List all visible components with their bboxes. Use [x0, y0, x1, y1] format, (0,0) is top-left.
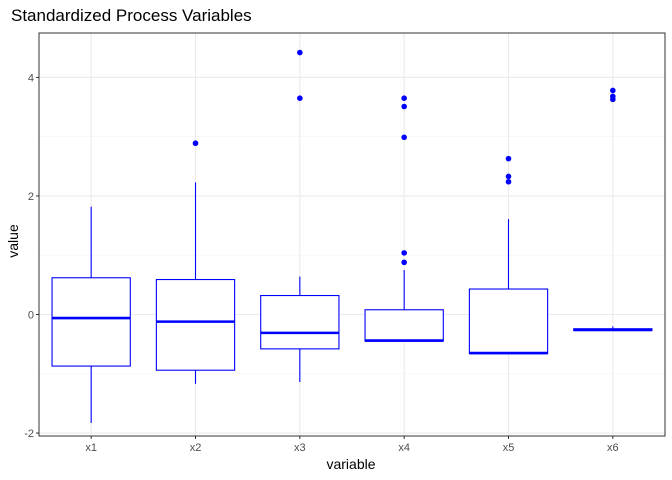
- x-tick-label: x3: [294, 442, 306, 454]
- outlier-point: [505, 178, 512, 185]
- outlier-point: [401, 103, 407, 110]
- iqr-box: [468, 288, 549, 355]
- grid: [39, 33, 665, 436]
- outlier-point: [505, 173, 512, 180]
- iqr-box: [155, 278, 236, 371]
- box-x1: [51, 206, 131, 423]
- iqr-box: [260, 294, 340, 350]
- outlier-point: [610, 87, 616, 94]
- outlier-point: [610, 93, 616, 100]
- outlier-point: [401, 134, 407, 141]
- box-x4: [364, 95, 444, 342]
- panel-background: [39, 33, 665, 436]
- x-tick-label: x4: [398, 442, 410, 454]
- box-x3: [260, 49, 340, 383]
- x-axis-title: variable: [326, 456, 375, 472]
- box-marks: [51, 49, 653, 423]
- iqr-box: [51, 277, 131, 367]
- y-tick-label: 0: [28, 310, 34, 322]
- x-tick-label: x2: [190, 442, 202, 454]
- outlier-point: [297, 49, 303, 56]
- outlier-point: [401, 259, 407, 266]
- y-tick-label: 2: [28, 191, 34, 203]
- outlier-point: [192, 140, 199, 147]
- y-axis-title: value: [5, 224, 21, 258]
- x-tick-label: x1: [85, 442, 97, 454]
- box-x6: [573, 87, 653, 332]
- x-tick-label: x6: [607, 442, 619, 454]
- axes: -2 0 2 4 x1 x2 x3 x4 x5 x6: [24, 72, 618, 454]
- outlier-point: [401, 250, 407, 256]
- outlier-point: [297, 95, 303, 101]
- box-x2: [155, 140, 236, 384]
- panel-border: [38, 32, 666, 437]
- outlier-point: [505, 155, 512, 162]
- y-tick-label: 4: [28, 72, 34, 84]
- outlier-point: [401, 95, 407, 101]
- box-x5: [468, 155, 549, 355]
- iqr-box: [364, 309, 444, 342]
- chart-title: Standardized Process Variables: [11, 6, 252, 25]
- x-tick-label: x5: [503, 442, 515, 454]
- y-tick-label: -2: [24, 428, 34, 440]
